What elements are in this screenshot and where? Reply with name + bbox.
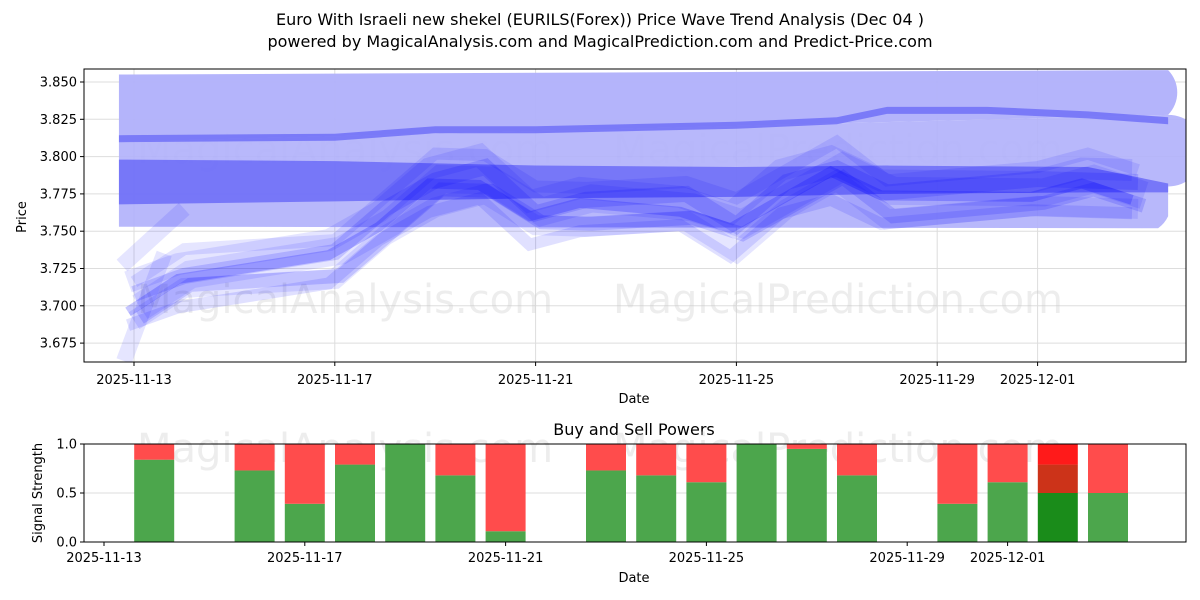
sell-bar <box>636 444 677 476</box>
y-tick-label: 3.675 <box>40 337 77 352</box>
wave-layer <box>116 70 1186 362</box>
sell-bar <box>284 444 325 504</box>
price-wave <box>130 134 1140 287</box>
chart-title: Euro With Israeli new shekel (EURILS(For… <box>275 10 924 29</box>
y-tick-label: 3.775 <box>40 187 77 202</box>
sell-bar <box>786 444 827 449</box>
sell-bar <box>335 444 375 465</box>
price-wave <box>136 169 1147 324</box>
sell-bar <box>435 444 476 476</box>
y-tick-label: 3.800 <box>40 150 77 165</box>
price-wave <box>116 250 172 362</box>
buy-bar <box>284 503 325 542</box>
buy-bar <box>385 444 426 542</box>
buy-bar <box>485 531 526 542</box>
plot-frame <box>83 68 1187 363</box>
y-tick-label: 0.0 <box>56 536 77 551</box>
price-wave <box>132 151 1149 320</box>
y-tick-label: 3.825 <box>40 113 77 128</box>
y-axis-label: Signal Strength <box>31 443 46 543</box>
sell-bar <box>937 444 978 504</box>
watermark: MagicalAnalysis.com <box>137 277 553 323</box>
buy-bar <box>636 475 677 542</box>
wide-band <box>118 70 1178 142</box>
mid-trend-band <box>118 159 1169 205</box>
bar-layer <box>134 444 1128 542</box>
y-tick-label: 3.700 <box>40 299 77 314</box>
buy-bar <box>134 459 175 542</box>
x-tick-label: 2025-11-21 <box>498 373 574 388</box>
price-wave <box>128 168 1139 330</box>
x-tick-label: 2025-11-13 <box>66 551 142 566</box>
x-axis-label: Date <box>618 392 649 407</box>
x-tick-label: 2025-11-13 <box>96 373 172 388</box>
buy-bar <box>435 475 476 542</box>
y-tick-label: 0.5 <box>56 487 77 502</box>
sell-bar <box>686 444 727 483</box>
x-axis-label: Date <box>618 571 649 586</box>
buy-bar <box>786 448 827 542</box>
buy-bar <box>837 475 877 542</box>
y-tick-label: 1.0 <box>56 438 77 453</box>
price-chart: MagicalAnalysis.com MagicalPrediction.com… <box>15 68 1187 407</box>
price-wave <box>124 142 1133 293</box>
upper-trend-line <box>118 106 1169 143</box>
x-tick-label: 2025-11-17 <box>267 551 343 566</box>
price-wave <box>125 191 1133 331</box>
x-tick-label: 2025-12-01 <box>1000 373 1076 388</box>
buy-bar <box>1037 493 1078 542</box>
buy-bar <box>686 482 727 542</box>
buy-bar <box>987 482 1028 542</box>
x-tick-label: 2025-11-29 <box>899 373 975 388</box>
x-tick-label: 2025-11-25 <box>669 551 745 566</box>
y-axis-label: Price <box>15 201 30 233</box>
y-tick-label: 3.750 <box>40 225 77 240</box>
sell-bar <box>987 444 1028 483</box>
buy-bar <box>234 470 275 542</box>
buy-bar <box>736 444 777 542</box>
x-tick-label: 2025-12-01 <box>970 551 1046 566</box>
price-wave <box>125 165 1134 316</box>
sell-bar <box>1088 444 1128 493</box>
x-tick-label: 2025-11-29 <box>869 551 945 566</box>
x-tick-label: 2025-11-25 <box>699 373 775 388</box>
buy-bar <box>586 470 626 542</box>
buy-sell-title: Buy and Sell Powers <box>553 420 715 439</box>
price-wave <box>116 202 190 272</box>
sell-bar <box>134 444 175 460</box>
watermark: MagicalPrediction.com <box>613 277 1063 323</box>
sell-bar <box>586 444 626 471</box>
buy-bar <box>937 503 978 542</box>
y-tick-label: 3.725 <box>40 262 77 277</box>
x-tick-label: 2025-11-21 <box>468 551 544 566</box>
buy-sell-chart: Buy and Sell PowersMagicalAnalysis.comMa… <box>31 420 1187 586</box>
price-wave <box>131 158 1139 302</box>
sell-bar <box>485 444 526 532</box>
y-tick-label: 3.850 <box>40 76 77 91</box>
sell-bar <box>1037 444 1078 465</box>
buy-bar <box>1088 493 1128 542</box>
sell-bar <box>837 444 877 476</box>
sell-bar <box>1037 464 1078 493</box>
buy-bar <box>335 464 375 542</box>
chart-subtitle: powered by MagicalAnalysis.com and Magic… <box>267 32 933 51</box>
x-tick-label: 2025-11-17 <box>297 373 373 388</box>
sell-bar <box>234 444 275 471</box>
